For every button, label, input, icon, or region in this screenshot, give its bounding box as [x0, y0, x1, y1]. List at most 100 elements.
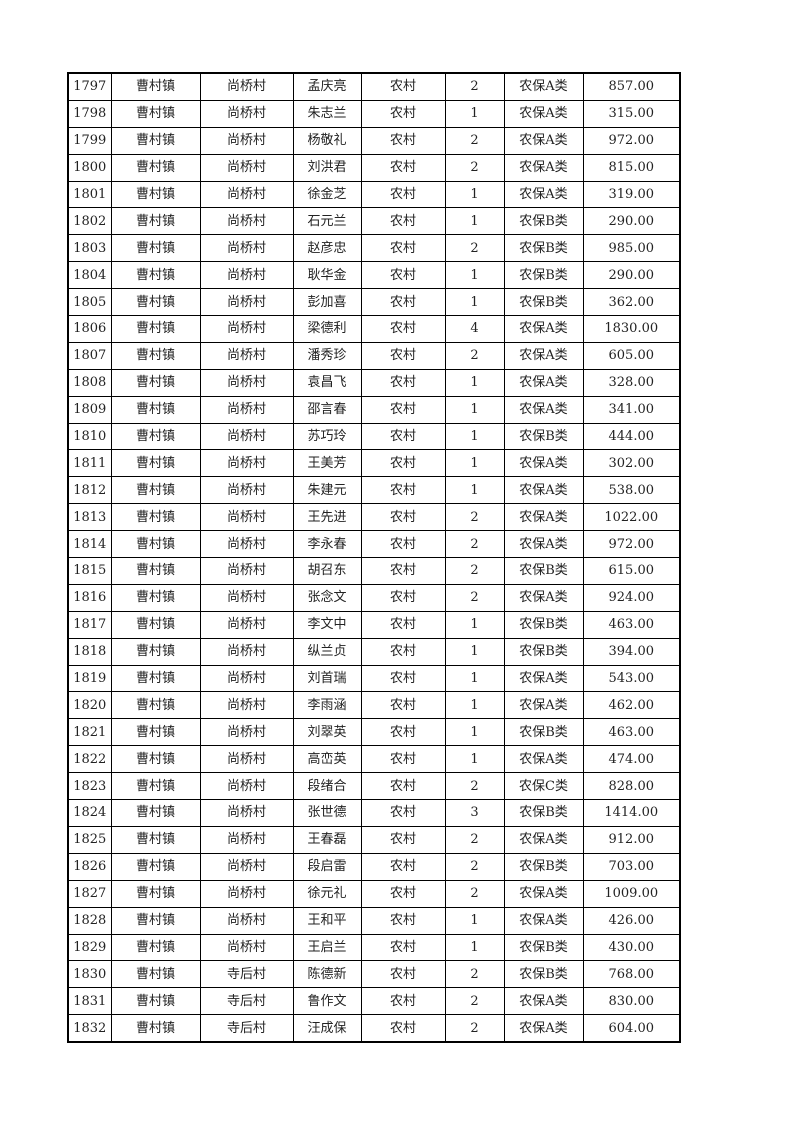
table-row: 1815 曹村镇 尚桥村 胡召东 农村 2 农保B类 615.00: [67, 557, 681, 585]
cell-index: 1815: [67, 557, 112, 585]
cell-area-type: 农村: [360, 825, 446, 854]
cell-index: 1817: [67, 610, 112, 639]
cell-household-count: 2: [444, 72, 505, 101]
cell-household-count: 1: [444, 691, 505, 720]
table-row: 1808 曹村镇 尚桥村 袁昌飞 农村 1 农保A类 328.00: [67, 368, 681, 397]
cell-town: 曹村镇: [110, 207, 201, 236]
cell-area-type: 农村: [360, 987, 446, 1016]
cell-amount: 972.00: [582, 126, 681, 155]
cell-amount: 302.00: [582, 449, 681, 478]
cell-index: 1825: [67, 825, 112, 854]
cell-index: 1832: [67, 1014, 112, 1043]
cell-household-count: 1: [444, 180, 505, 209]
cell-area-type: 农村: [360, 315, 446, 343]
cell-name: 鲁作文: [292, 987, 362, 1016]
cell-amount: 430.00: [582, 933, 681, 962]
cell-insurance-type: 农保B类: [503, 557, 584, 585]
cell-index: 1823: [67, 772, 112, 801]
cell-amount: 315.00: [582, 99, 681, 128]
cell-index: 1831: [67, 987, 112, 1016]
cell-household-count: 1: [444, 207, 505, 236]
cell-area-type: 农村: [360, 476, 446, 505]
cell-household-count: 1: [444, 395, 505, 424]
cell-village: 尚桥村: [199, 341, 294, 370]
cell-amount: 912.00: [582, 825, 681, 854]
cell-village: 尚桥村: [199, 718, 294, 747]
cell-amount: 828.00: [582, 772, 681, 801]
cell-amount: 815.00: [582, 153, 681, 182]
cell-name: 段绪合: [292, 772, 362, 801]
cell-insurance-type: 农保B类: [503, 960, 584, 989]
table-row: 1826 曹村镇 尚桥村 段启雷 农村 2 农保B类 703.00: [67, 852, 681, 881]
cell-town: 曹村镇: [110, 180, 201, 209]
cell-insurance-type: 农保A类: [503, 745, 584, 774]
cell-amount: 1414.00: [582, 799, 681, 827]
cell-name: 邵言春: [292, 395, 362, 424]
cell-village: 尚桥村: [199, 234, 294, 263]
cell-index: 1800: [67, 153, 112, 182]
cell-name: 潘秀珍: [292, 341, 362, 370]
cell-village: 尚桥村: [199, 933, 294, 962]
cell-household-count: 2: [444, 583, 505, 612]
cell-amount: 462.00: [582, 691, 681, 720]
cell-insurance-type: 农保B类: [503, 610, 584, 639]
cell-village: 尚桥村: [199, 557, 294, 585]
cell-amount: 1009.00: [582, 879, 681, 908]
cell-insurance-type: 农保A类: [503, 315, 584, 343]
cell-town: 曹村镇: [110, 341, 201, 370]
table-row: 1812 曹村镇 尚桥村 朱建元 农村 1 农保A类 538.00: [67, 476, 681, 505]
cell-name: 徐金芝: [292, 180, 362, 209]
cell-household-count: 2: [444, 503, 505, 532]
table-row: 1806 曹村镇 尚桥村 梁德利 农村 4 农保A类 1830.00: [67, 315, 681, 343]
cell-name: 李雨涵: [292, 691, 362, 720]
cell-insurance-type: 农保A类: [503, 664, 584, 693]
cell-village: 尚桥村: [199, 772, 294, 801]
cell-index: 1821: [67, 718, 112, 747]
cell-town: 曹村镇: [110, 422, 201, 451]
cell-amount: 605.00: [582, 341, 681, 370]
cell-insurance-type: 农保A类: [503, 72, 584, 101]
table-row: 1819 曹村镇 尚桥村 刘首瑞 农村 1 农保A类 543.00: [67, 664, 681, 693]
cell-amount: 768.00: [582, 960, 681, 989]
table-row: 1824 曹村镇 尚桥村 张世德 农村 3 农保B类 1414.00: [67, 799, 681, 827]
cell-village: 尚桥村: [199, 664, 294, 693]
cell-area-type: 农村: [360, 395, 446, 424]
cell-insurance-type: 农保B类: [503, 799, 584, 827]
cell-household-count: 3: [444, 799, 505, 827]
cell-village: 尚桥村: [199, 126, 294, 155]
cell-amount: 830.00: [582, 987, 681, 1016]
table-row: 1830 曹村镇 寺后村 陈德新 农村 2 农保B类 768.00: [67, 960, 681, 989]
cell-area-type: 农村: [360, 691, 446, 720]
cell-area-type: 农村: [360, 852, 446, 881]
cell-town: 曹村镇: [110, 288, 201, 317]
cell-amount: 1022.00: [582, 503, 681, 532]
cell-town: 曹村镇: [110, 530, 201, 559]
cell-village: 尚桥村: [199, 288, 294, 317]
cell-area-type: 农村: [360, 664, 446, 693]
cell-village: 尚桥村: [199, 180, 294, 209]
cell-town: 曹村镇: [110, 395, 201, 424]
cell-index: 1797: [67, 72, 112, 101]
cell-amount: 604.00: [582, 1014, 681, 1043]
cell-name: 张世德: [292, 799, 362, 827]
table-row: 1805 曹村镇 尚桥村 彭加喜 农村 1 农保B类 362.00: [67, 288, 681, 317]
cell-area-type: 农村: [360, 933, 446, 962]
cell-household-count: 2: [444, 126, 505, 155]
cell-town: 曹村镇: [110, 879, 201, 908]
cell-town: 曹村镇: [110, 583, 201, 612]
cell-town: 曹村镇: [110, 476, 201, 505]
cell-index: 1826: [67, 852, 112, 881]
cell-index: 1812: [67, 476, 112, 505]
cell-household-count: 2: [444, 557, 505, 585]
cell-village: 尚桥村: [199, 825, 294, 854]
cell-insurance-type: 农保A类: [503, 825, 584, 854]
table-row: 1821 曹村镇 尚桥村 刘翠英 农村 1 农保B类 463.00: [67, 718, 681, 747]
cell-village: 尚桥村: [199, 207, 294, 236]
cell-name: 刘翠英: [292, 718, 362, 747]
cell-insurance-type: 农保C类: [503, 772, 584, 801]
cell-town: 曹村镇: [110, 987, 201, 1016]
cell-index: 1830: [67, 960, 112, 989]
table-row: 1801 曹村镇 尚桥村 徐金芝 农村 1 农保A类 319.00: [67, 180, 681, 209]
cell-index: 1824: [67, 799, 112, 827]
cell-village: 尚桥村: [199, 476, 294, 505]
